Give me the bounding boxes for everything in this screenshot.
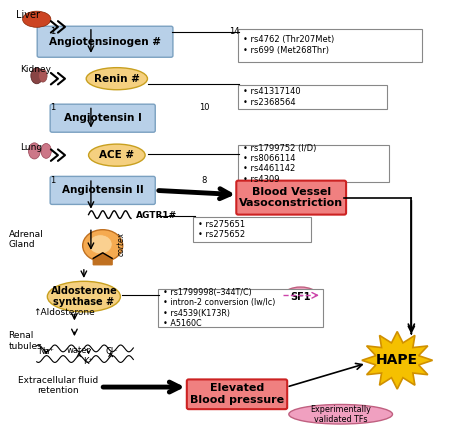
Ellipse shape xyxy=(38,69,47,82)
Text: • rs1799752 (I/D)
• rs8066114
• rs4461142
• rs4309: • rs1799752 (I/D) • rs8066114 • rs446114… xyxy=(243,143,317,184)
Text: Experimentally
validated TFs: Experimentally validated TFs xyxy=(310,404,371,424)
Ellipse shape xyxy=(23,11,51,27)
Polygon shape xyxy=(93,253,112,265)
Ellipse shape xyxy=(89,144,145,166)
Text: 10: 10 xyxy=(199,103,209,112)
FancyBboxPatch shape xyxy=(193,217,311,242)
Text: Angiotensin II: Angiotensin II xyxy=(62,185,144,196)
Ellipse shape xyxy=(89,235,112,254)
Text: Renal
tubules: Renal tubules xyxy=(9,332,42,351)
Text: • rs4762 (Thr207Met)
• rs699 (Met268Thr): • rs4762 (Thr207Met) • rs699 (Met268Thr) xyxy=(243,36,334,55)
Text: Lung: Lung xyxy=(20,143,42,152)
Text: Blood Vessel
Vasoconstriction: Blood Vessel Vasoconstriction xyxy=(239,187,343,208)
FancyBboxPatch shape xyxy=(238,29,422,62)
Text: ACE #: ACE # xyxy=(99,150,135,160)
Text: Angiotensin I: Angiotensin I xyxy=(64,113,142,123)
Text: AGTR1#: AGTR1# xyxy=(136,211,177,220)
Text: Extracellular fluid
retention: Extracellular fluid retention xyxy=(18,376,98,395)
Text: Adrenal
Gland: Adrenal Gland xyxy=(9,229,43,249)
Text: Kidney: Kidney xyxy=(20,65,51,74)
Text: Na⁺: Na⁺ xyxy=(38,347,54,356)
Text: cortex: cortex xyxy=(117,232,126,256)
Text: water: water xyxy=(67,346,91,355)
Ellipse shape xyxy=(47,281,120,312)
FancyBboxPatch shape xyxy=(238,145,389,182)
Ellipse shape xyxy=(86,68,147,90)
Text: Angiotensinogen #: Angiotensinogen # xyxy=(49,37,161,47)
Ellipse shape xyxy=(289,404,392,424)
Ellipse shape xyxy=(41,143,51,158)
Text: Elevated
Blood pressure: Elevated Blood pressure xyxy=(190,383,284,405)
Text: 8: 8 xyxy=(201,176,207,185)
FancyBboxPatch shape xyxy=(50,104,155,132)
Text: • rs41317140
• rs2368564: • rs41317140 • rs2368564 xyxy=(243,87,301,107)
FancyBboxPatch shape xyxy=(37,26,173,57)
Ellipse shape xyxy=(82,230,123,262)
Text: Cl⁻: Cl⁻ xyxy=(106,347,118,356)
Text: HAPE: HAPE xyxy=(376,353,418,367)
Text: 1: 1 xyxy=(50,27,55,36)
FancyBboxPatch shape xyxy=(238,85,387,109)
Text: SF1: SF1 xyxy=(291,291,311,302)
Ellipse shape xyxy=(31,68,43,84)
Text: • rs1799998(–344T/C)
• intron-2 conversion (lw/lc)
• rs4539(K173R)
• A5160C: • rs1799998(–344T/C) • intron-2 conversi… xyxy=(163,288,275,328)
FancyBboxPatch shape xyxy=(187,379,287,409)
Text: 14: 14 xyxy=(229,27,240,36)
FancyBboxPatch shape xyxy=(50,176,155,205)
Text: 1: 1 xyxy=(50,103,55,112)
Text: Renin #: Renin # xyxy=(94,74,140,84)
Text: K⁺: K⁺ xyxy=(83,357,93,366)
FancyBboxPatch shape xyxy=(158,289,323,327)
Text: ↑Aldosterone: ↑Aldosterone xyxy=(34,308,95,317)
Text: 1: 1 xyxy=(50,176,55,185)
Polygon shape xyxy=(362,332,433,389)
Text: • rs275651
• rs275652: • rs275651 • rs275652 xyxy=(198,220,246,239)
FancyBboxPatch shape xyxy=(237,181,346,214)
Text: Liver: Liver xyxy=(16,10,39,20)
Ellipse shape xyxy=(28,143,40,159)
Text: Aldosterone
synthase #: Aldosterone synthase # xyxy=(50,286,117,307)
Ellipse shape xyxy=(283,287,318,306)
